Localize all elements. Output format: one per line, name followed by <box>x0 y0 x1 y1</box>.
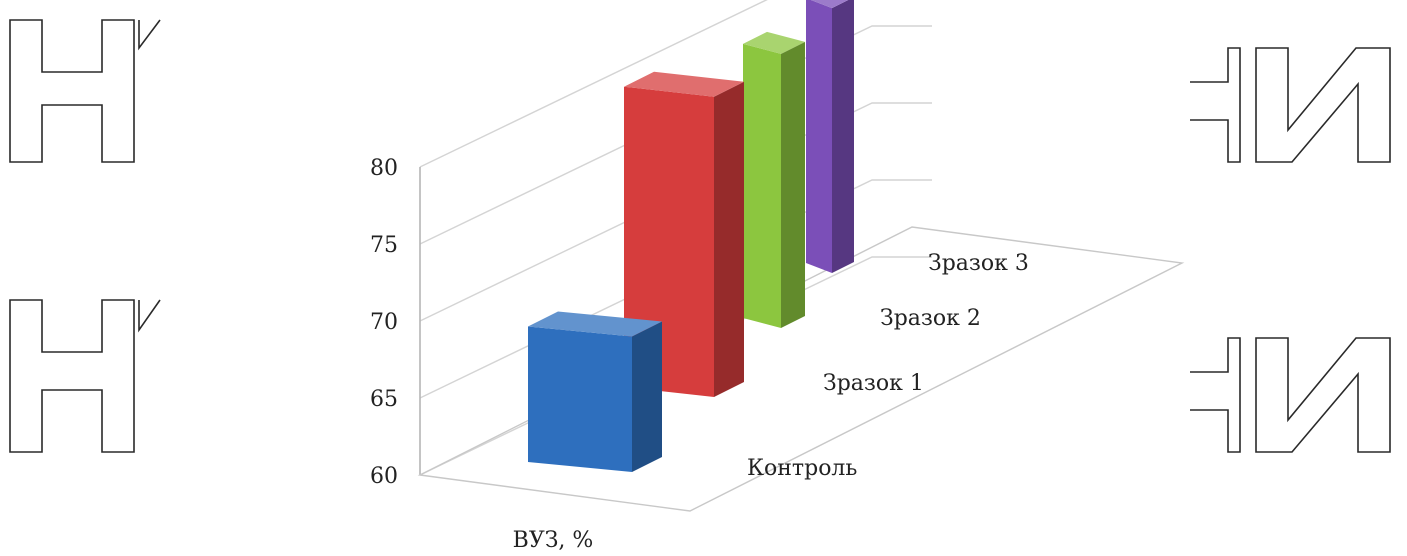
bar-2 <box>624 71 744 397</box>
series-label: Контроль <box>747 456 857 481</box>
bar-side-face <box>632 321 662 472</box>
bar-1 <box>528 311 662 472</box>
labels: 60 65 70 75 80 Контроль Зразок 1 Зразок 2 Зразок… <box>370 156 1029 553</box>
y-tick-label: 60 <box>370 464 398 489</box>
bar-top-face <box>810 0 849 9</box>
bar-front-face <box>806 0 832 273</box>
floor-tick <box>1058 321 1066 326</box>
bar-front-face <box>743 43 781 328</box>
y-tick-label: 75 <box>370 233 398 258</box>
y-tick-label: 80 <box>370 156 398 181</box>
floor-tick <box>935 383 943 388</box>
series-label: Зразок 2 <box>880 306 981 331</box>
series-label: Зразок 3 <box>928 251 1029 276</box>
bar-top-face <box>528 311 662 337</box>
bar-side-face <box>714 81 744 397</box>
bar-top-face <box>743 31 805 54</box>
gridline <box>419 0 768 168</box>
bar-3 <box>743 31 805 328</box>
floor-tick <box>812 445 820 450</box>
bar-side-face <box>781 41 805 328</box>
gridline <box>419 102 932 322</box>
gridline <box>419 25 932 245</box>
series-label: Зразок 1 <box>823 371 924 396</box>
y-tick-label: 70 <box>370 310 398 335</box>
bar-front-face <box>624 86 714 397</box>
background-letter-decoration <box>9 19 1391 453</box>
y-tick-label: 65 <box>370 387 398 412</box>
x-category-label: ВУЗ, % <box>513 528 594 553</box>
bars <box>528 0 854 472</box>
bar-front-face <box>528 326 632 472</box>
bar-4 <box>806 0 854 273</box>
gridlines <box>419 0 932 476</box>
bar-side-face <box>832 0 854 273</box>
bar-top-face <box>624 71 744 97</box>
